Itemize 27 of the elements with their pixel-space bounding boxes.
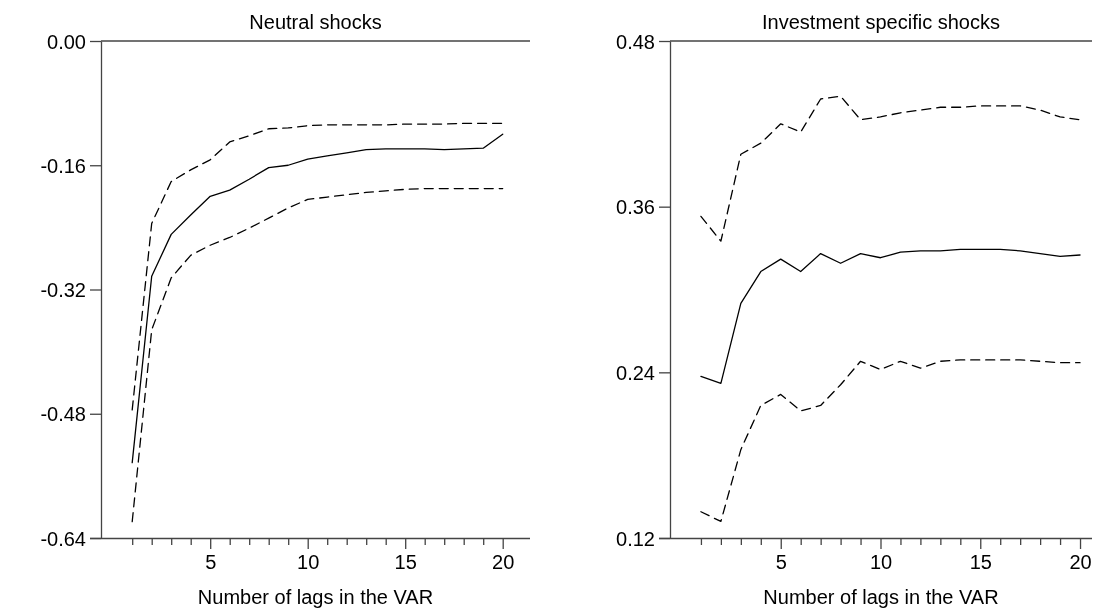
y-tick-label: 0.00: [47, 30, 86, 53]
x-tick-label: 20: [1069, 551, 1092, 574]
x-tick-label: 5: [775, 551, 787, 574]
line-series: [700, 248, 1081, 385]
y-tick-label: 0.48: [616, 30, 655, 53]
x-tick-label: 20: [492, 551, 515, 574]
y-tick-label: -0.16: [40, 154, 86, 177]
line-series: [700, 359, 1081, 523]
x-tick-label: 15: [969, 551, 992, 574]
x-tick-label: 5: [205, 551, 217, 574]
chart-title: Neutral shocks: [249, 11, 382, 33]
y-tick-label: -0.64: [40, 527, 86, 550]
x-tick-label: 10: [297, 551, 320, 574]
y-tick-label: 0.36: [616, 196, 655, 219]
x-axis-title: Number of lags in the VAR: [197, 586, 434, 608]
y-tick-label: 0.12: [616, 527, 655, 550]
line-series: [700, 95, 1081, 242]
line-series: [131, 187, 504, 523]
chart-title: Investment specific shocks: [762, 11, 1000, 33]
x-axis-title: Number of lags in the VAR: [763, 586, 999, 608]
y-tick-label: -0.32: [40, 279, 86, 301]
line-series: [131, 133, 504, 464]
x-tick-label: 10: [869, 551, 893, 574]
y-tick-label: 0.24: [616, 361, 655, 384]
line-series: [131, 122, 504, 411]
y-tick-label: -0.48: [40, 403, 86, 426]
x-tick-label: 15: [394, 551, 417, 574]
